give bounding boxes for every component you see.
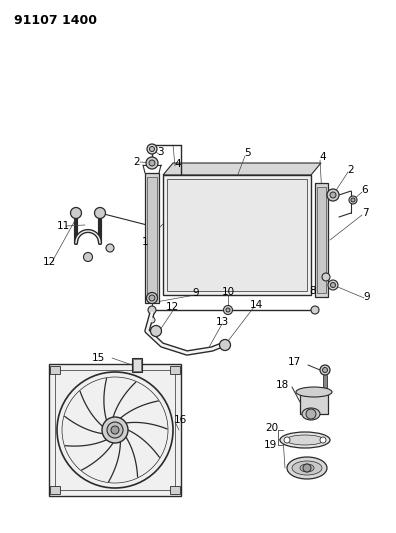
Circle shape bbox=[306, 409, 316, 419]
Bar bbox=[145, 173, 159, 303]
Bar bbox=[49, 364, 181, 496]
Circle shape bbox=[147, 144, 157, 154]
Ellipse shape bbox=[302, 408, 320, 420]
Text: 1: 1 bbox=[142, 237, 148, 247]
Text: 4: 4 bbox=[320, 152, 326, 162]
Circle shape bbox=[150, 326, 162, 336]
Text: 10: 10 bbox=[221, 287, 234, 297]
Text: 20: 20 bbox=[265, 423, 278, 433]
Text: 2: 2 bbox=[134, 157, 140, 167]
Text: 8: 8 bbox=[310, 286, 316, 296]
Bar bbox=[300, 392, 328, 414]
Text: 15: 15 bbox=[91, 353, 105, 363]
Bar bbox=[163, 175, 311, 295]
Text: 12: 12 bbox=[166, 302, 179, 312]
Circle shape bbox=[322, 367, 327, 373]
Circle shape bbox=[148, 306, 156, 314]
Circle shape bbox=[351, 198, 355, 202]
Circle shape bbox=[303, 464, 311, 472]
Ellipse shape bbox=[286, 435, 324, 445]
Circle shape bbox=[226, 308, 230, 312]
Circle shape bbox=[320, 437, 326, 443]
Circle shape bbox=[150, 147, 154, 151]
Text: 19: 19 bbox=[263, 440, 277, 450]
Bar bbox=[132, 358, 142, 372]
Ellipse shape bbox=[292, 461, 322, 475]
Circle shape bbox=[149, 295, 155, 301]
Circle shape bbox=[102, 417, 128, 443]
Bar bbox=[170, 486, 180, 494]
Circle shape bbox=[146, 157, 158, 169]
Ellipse shape bbox=[287, 457, 327, 479]
Circle shape bbox=[107, 422, 123, 438]
Ellipse shape bbox=[296, 387, 332, 397]
Text: 13: 13 bbox=[215, 317, 228, 327]
Circle shape bbox=[320, 365, 330, 375]
Circle shape bbox=[70, 207, 82, 219]
Bar bbox=[315, 183, 328, 297]
Circle shape bbox=[327, 189, 339, 201]
Text: 17: 17 bbox=[287, 357, 301, 367]
Circle shape bbox=[330, 192, 336, 198]
Circle shape bbox=[111, 426, 119, 434]
Text: 9: 9 bbox=[193, 288, 199, 298]
Text: 2: 2 bbox=[348, 165, 354, 175]
Ellipse shape bbox=[280, 432, 330, 448]
Circle shape bbox=[147, 293, 158, 303]
Bar bbox=[133, 359, 141, 371]
Text: 7: 7 bbox=[362, 208, 368, 218]
Circle shape bbox=[349, 196, 357, 204]
Circle shape bbox=[328, 280, 338, 290]
Text: 4: 4 bbox=[175, 159, 181, 169]
Circle shape bbox=[106, 244, 114, 252]
Circle shape bbox=[311, 306, 319, 314]
Text: 9: 9 bbox=[364, 292, 370, 302]
Text: 12: 12 bbox=[42, 257, 55, 267]
Circle shape bbox=[149, 160, 155, 166]
Text: 5: 5 bbox=[245, 148, 251, 158]
Bar bbox=[317, 187, 326, 293]
Bar bbox=[147, 177, 157, 299]
Text: 18: 18 bbox=[275, 380, 289, 390]
Circle shape bbox=[331, 282, 335, 287]
Circle shape bbox=[322, 273, 330, 281]
Bar bbox=[50, 366, 60, 374]
Bar bbox=[170, 366, 180, 374]
Text: 11: 11 bbox=[56, 221, 70, 231]
Bar bbox=[50, 486, 60, 494]
Circle shape bbox=[223, 305, 232, 314]
Circle shape bbox=[219, 340, 230, 351]
Circle shape bbox=[284, 437, 290, 443]
Ellipse shape bbox=[300, 464, 314, 472]
Circle shape bbox=[149, 317, 155, 323]
Text: 91107 1400: 91107 1400 bbox=[14, 14, 97, 27]
Text: 6: 6 bbox=[362, 185, 368, 195]
Bar bbox=[167, 179, 307, 291]
Circle shape bbox=[95, 207, 105, 219]
Bar bbox=[55, 370, 175, 490]
Circle shape bbox=[84, 253, 93, 262]
Text: 3: 3 bbox=[157, 147, 163, 157]
Text: 16: 16 bbox=[173, 415, 187, 425]
Polygon shape bbox=[163, 163, 321, 175]
Text: 14: 14 bbox=[249, 300, 263, 310]
